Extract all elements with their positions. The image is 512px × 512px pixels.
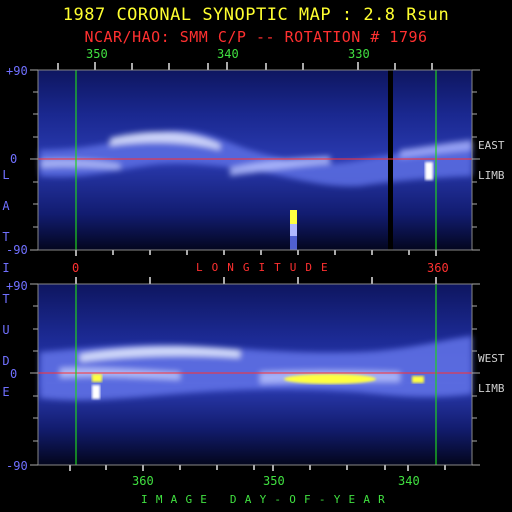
latitude-axis-label: L A T I T U D E (0, 160, 12, 408)
west-limb-label: LIMB (478, 382, 505, 395)
top-right-ticks (472, 69, 480, 251)
day-tick-label-340: 340 (398, 474, 420, 488)
bottom-ylabel-0: 0 (10, 367, 18, 381)
bottom-left-ticks (30, 283, 38, 466)
latitude-letter: E (2, 385, 10, 399)
latitude-letter: A (2, 199, 10, 213)
top-left-ticks (30, 69, 38, 251)
map-title: 1987 CORONAL SYNOPTIC MAP : 2.8 Rsun (62, 5, 450, 25)
latitude-letter: L (2, 168, 10, 182)
bottom-map-panel (30, 277, 480, 471)
bottom-ylabel-minus90: -90 (6, 459, 28, 473)
latitude-letter: T (2, 292, 10, 306)
latitude-letter: T (2, 230, 10, 244)
saturated-column (290, 210, 297, 224)
latitude-letter: D (2, 354, 10, 368)
bottom-right-ticks (472, 283, 480, 466)
east-label: EAST (478, 139, 505, 152)
bottom-ylabel-plus90: +90 (6, 279, 28, 293)
day-of-year-axis-label: IMAGE DAY-OF-YEAR (141, 493, 393, 506)
day-tick-label-350: 350 (263, 474, 285, 488)
west-label: WEST (478, 352, 505, 365)
top-tick-label-340: 340 (217, 47, 239, 61)
data-gap-stripe (388, 70, 393, 250)
bottom-tick-label-360: 360 (427, 261, 449, 275)
east-limb-label: LIMB (478, 169, 505, 182)
day-tick-label-360: 360 (132, 474, 154, 488)
top-tick-label-350: 350 (86, 47, 108, 61)
top-x-ticks (57, 62, 437, 256)
top-streamer-belt (40, 130, 472, 187)
bright-saturated-region (284, 374, 376, 384)
latitude-letter: I (2, 261, 10, 275)
top-ylabel-0: 0 (10, 152, 18, 166)
longitude-axis-label: LONGITUDE (196, 261, 337, 274)
bottom-x-ticks (69, 277, 446, 471)
latitude-letter: U (2, 323, 10, 337)
map-subtitle: NCAR/HAO: SMM C/P -- ROTATION # 1796 (84, 28, 428, 46)
top-map-panel (30, 62, 480, 256)
top-tick-label-330: 330 (348, 47, 370, 61)
bottom-tick-label-0: 0 (72, 261, 80, 275)
top-ylabel-minus90: -90 (6, 243, 28, 257)
top-ylabel-plus90: +90 (6, 64, 28, 78)
